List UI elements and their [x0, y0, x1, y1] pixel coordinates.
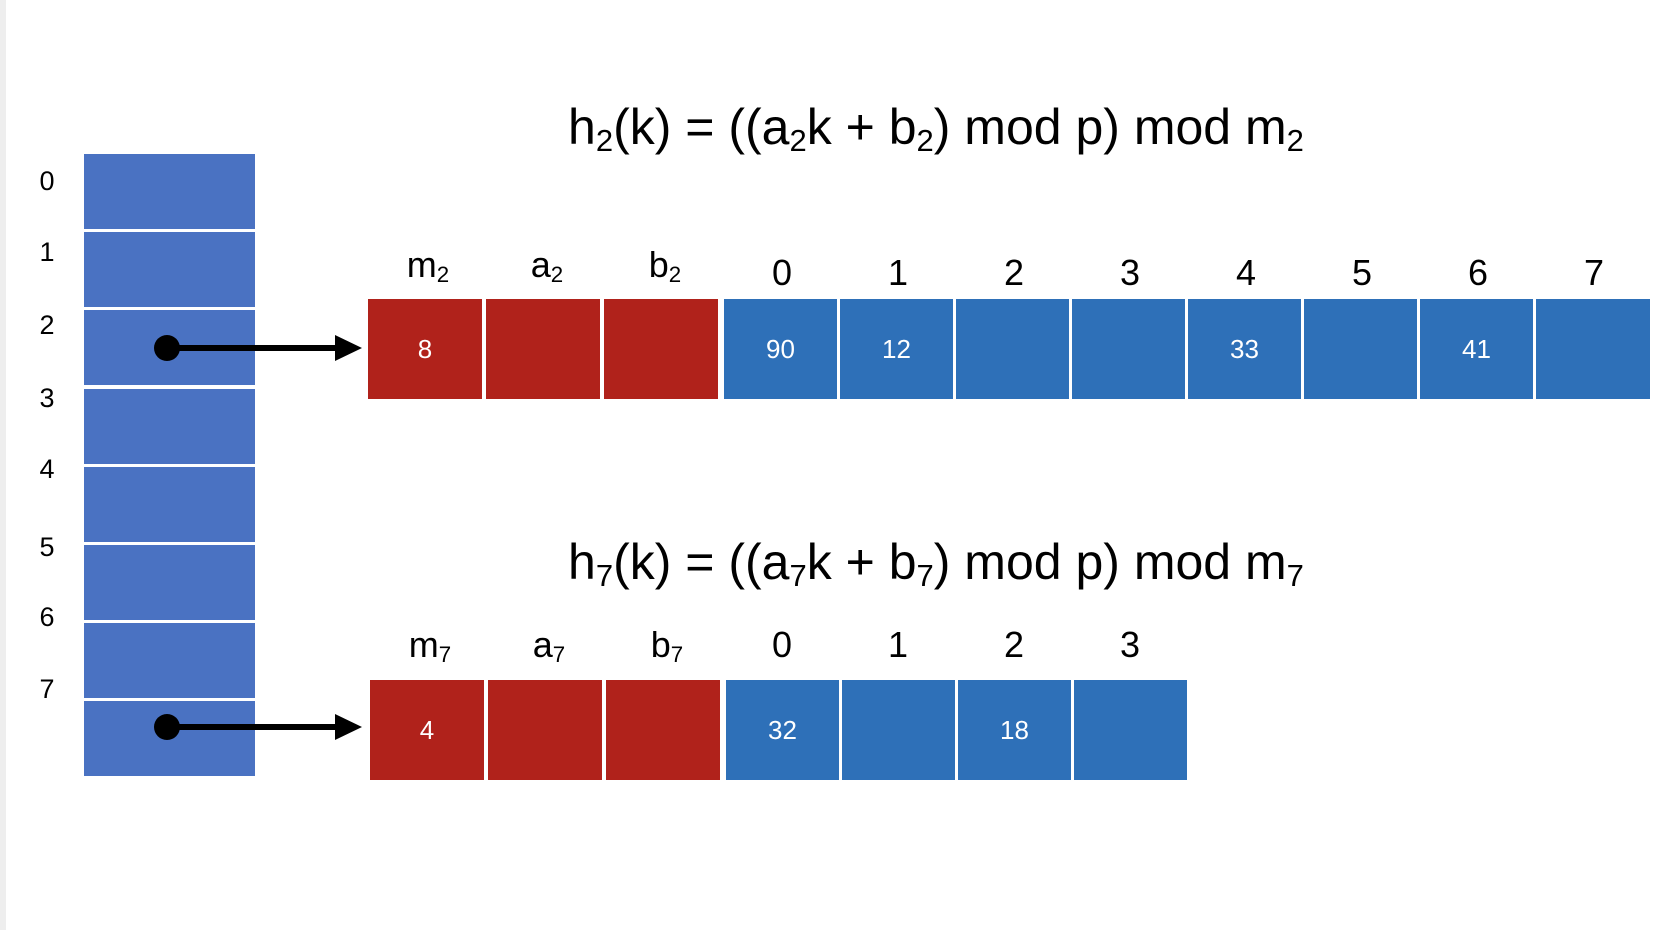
- top-index-7: 7: [39, 674, 55, 704]
- bucket2-param-m: 8: [368, 299, 482, 399]
- bucket2-slot-5: [1304, 299, 1417, 399]
- top-index-6: 6: [39, 602, 55, 632]
- formula-h2: h2(k) = ((a2k + b2) mod p) mod m2: [568, 99, 1304, 158]
- bucket2-param-b: [604, 299, 718, 399]
- bucket2-slot-label-0: 0: [771, 252, 793, 293]
- bucket2-label-a: a2: [530, 244, 564, 287]
- bucket2-slot-label-5: 5: [1351, 252, 1373, 293]
- bucket7-param-b: [606, 680, 720, 780]
- top-slot-6: [84, 623, 255, 698]
- bucket2-label-m: m2: [406, 244, 450, 287]
- top-slot-1: [84, 232, 255, 307]
- bucket2-slot-7: [1536, 299, 1650, 399]
- bucket2-slot-4: 33: [1188, 299, 1301, 399]
- top-index-1: 1: [39, 237, 55, 267]
- bucket7-slot-2: 18: [958, 680, 1071, 780]
- bucket2-slot-label-2: 2: [1003, 252, 1025, 293]
- top-slot-4: [84, 467, 255, 542]
- bucket7-param-m: 4: [370, 680, 484, 780]
- bucket7-slot-label-0: 0: [771, 624, 793, 665]
- bucket7-label-m: m7: [408, 624, 452, 667]
- bucket2-slot-3: [1072, 299, 1185, 399]
- bucket7-slot-label-2: 2: [1003, 624, 1025, 665]
- bucket2-slot-6: 41: [1420, 299, 1533, 399]
- top-index-4: 4: [39, 454, 55, 484]
- page-edge: [0, 0, 6, 930]
- top-index-5: 5: [39, 532, 55, 562]
- top-index-0: 0: [39, 166, 55, 196]
- top-index-2: 2: [39, 310, 55, 340]
- bucket7-label-b: b7: [650, 624, 684, 667]
- bucket2-slot-label-7: 7: [1583, 252, 1605, 293]
- bucket7-label-a: a7: [532, 624, 566, 667]
- formula-h7: h7(k) = ((a7k + b7) mod p) mod m7: [568, 534, 1304, 593]
- pointer-slot2-to-bucket2: [154, 335, 362, 361]
- bucket2-slot-0: 90: [724, 299, 837, 399]
- top-slot-3: [84, 389, 255, 464]
- arrowhead-7-icon: [335, 714, 362, 740]
- bucket7-slot-label-3: 3: [1119, 624, 1141, 665]
- top-slot-5: [84, 545, 255, 620]
- bucket2-slot-label-3: 3: [1119, 252, 1141, 293]
- bucket2-slot-label-1: 1: [887, 252, 909, 293]
- bucket2-slot-1: 12: [840, 299, 953, 399]
- bucket2-slot-label-4: 4: [1235, 252, 1257, 293]
- bucket2-param-a: [486, 299, 600, 399]
- bucket7-slot-1: [842, 680, 955, 780]
- pointer-slot7-to-bucket7: [154, 714, 362, 740]
- bucket7-slot-3: [1074, 680, 1187, 780]
- bucket2-slot-2: [956, 299, 1069, 399]
- bucket7-slot-label-1: 1: [887, 624, 909, 665]
- arrowhead-2-icon: [335, 335, 362, 361]
- top-index-3: 3: [39, 383, 55, 413]
- bucket2-label-b: b2: [648, 244, 682, 287]
- bucket7-slot-0: 32: [726, 680, 839, 780]
- bucket7-param-a: [488, 680, 602, 780]
- top-slot-0: [84, 154, 255, 229]
- bucket2-slot-label-6: 6: [1467, 252, 1489, 293]
